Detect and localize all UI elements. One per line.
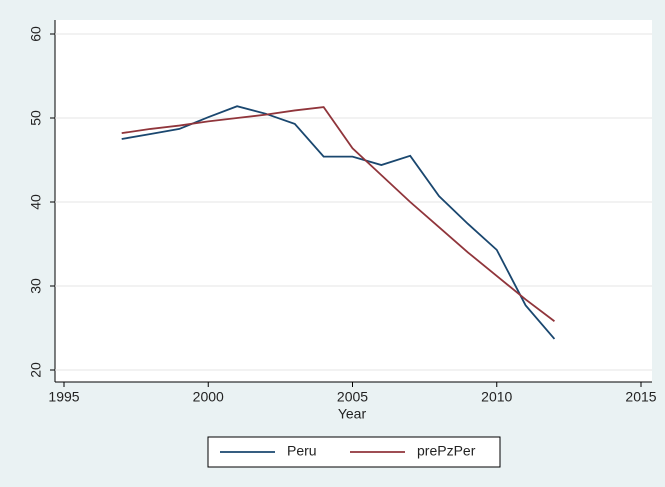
x-tick-label: 2010 [481,389,512,405]
legend-label: Peru [287,443,317,459]
x-tick-label: 2015 [625,389,656,405]
y-tick-label: 50 [28,110,44,126]
y-tick-label: 30 [28,278,44,294]
x-axis-title: Year [338,406,367,422]
x-tick-label: 1995 [48,389,79,405]
plot-area [55,20,652,382]
y-tick-label: 20 [28,362,44,378]
x-tick-label: 2000 [193,389,224,405]
y-tick-label: 60 [28,26,44,42]
y-tick-label: 40 [28,194,44,210]
x-tick-label: 2005 [337,389,368,405]
legend-label: prePzPer [417,443,476,459]
line-series [121,106,555,322]
